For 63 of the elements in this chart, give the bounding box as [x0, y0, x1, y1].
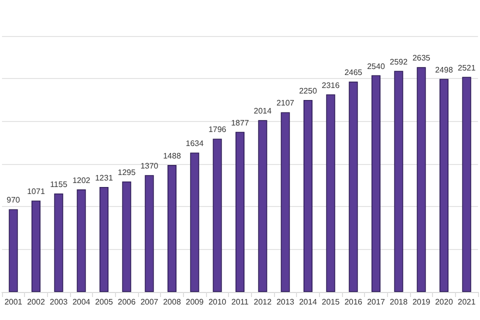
bar	[394, 70, 404, 292]
bar	[144, 175, 154, 292]
data-label: 1155	[50, 180, 68, 189]
bar	[76, 189, 86, 292]
x-tick-label: 2008	[163, 298, 182, 306]
x-tick-label: 2015	[322, 298, 340, 306]
data-label: 970	[6, 196, 21, 205]
x-tick-label: 2014	[299, 298, 318, 306]
x-tick-label: 2013	[276, 298, 295, 306]
x-tick-label: 2001	[4, 298, 23, 306]
data-label: 1370	[140, 162, 159, 171]
bar	[236, 132, 244, 292]
data-label: 2107	[276, 98, 295, 108]
bar	[212, 138, 222, 292]
data-label: 2014	[254, 106, 272, 116]
x-tick-label: 2020	[435, 298, 454, 306]
data-label: 1796	[208, 125, 227, 134]
x-tick-label: 2018	[390, 298, 408, 306]
data-label: 2540	[367, 62, 386, 71]
x-tick-label: 2007	[140, 298, 159, 306]
bar	[258, 120, 268, 292]
data-label: 2635	[412, 54, 431, 63]
bar	[100, 186, 108, 292]
x-tick-label: 2012	[254, 298, 272, 306]
bar	[304, 100, 312, 292]
x-tick-label: 2009	[186, 298, 204, 306]
data-label: 2250	[299, 86, 318, 96]
x-tick-label: 2011	[231, 298, 250, 306]
data-label: 2498	[435, 65, 454, 74]
x-tick-label: 2005	[95, 298, 114, 306]
data-label: 2521	[458, 63, 476, 72]
bar	[416, 67, 426, 292]
bar	[326, 94, 336, 292]
data-label: 2465	[344, 68, 363, 78]
bar	[462, 76, 472, 292]
bar	[32, 200, 40, 292]
bar	[54, 193, 64, 292]
data-label: 1231	[95, 173, 114, 182]
x-tick-label: 2021	[458, 298, 476, 306]
data-label: 2592	[390, 57, 408, 66]
data-label: 2316	[322, 80, 340, 90]
x-tick-label: 2019	[412, 298, 431, 306]
x-tick-label: 2016	[344, 298, 363, 306]
bar	[280, 112, 290, 292]
bar	[8, 209, 18, 292]
bar	[372, 75, 380, 292]
bar	[190, 152, 200, 292]
bar	[122, 181, 132, 292]
x-tick-label: 2004	[72, 298, 91, 306]
data-label: 1488	[163, 152, 182, 161]
data-label: 1071	[27, 187, 46, 196]
bar	[440, 78, 448, 292]
x-tick-label: 2006	[118, 298, 136, 306]
x-tick-label: 2003	[50, 298, 68, 306]
data-label: 1634	[186, 139, 204, 148]
x-tick-label: 2010	[208, 298, 227, 306]
data-label: 1202	[72, 176, 91, 185]
bar	[168, 165, 176, 292]
x-tick-label: 2002	[27, 298, 46, 306]
x-tick-label: 2017	[367, 298, 386, 306]
data-label: 1877	[231, 118, 250, 128]
bar	[348, 82, 358, 292]
data-label: 1295	[118, 168, 136, 177]
